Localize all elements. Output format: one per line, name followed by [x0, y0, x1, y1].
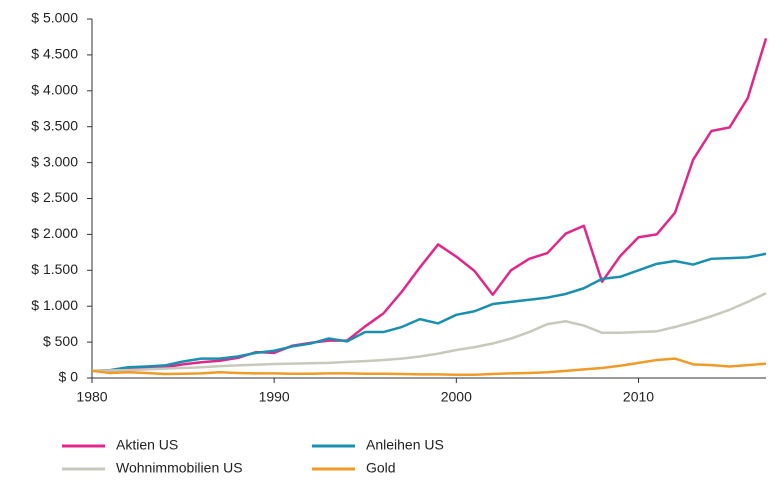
- x-tick-label: 2000: [441, 389, 472, 405]
- y-tick-label: $ 3.000: [31, 153, 78, 169]
- y-tick-label: $ 500: [43, 333, 78, 349]
- x-tick-label: 2010: [623, 389, 654, 405]
- y-tick-label: $ 2.500: [31, 189, 78, 205]
- series-line: [91, 38, 768, 373]
- legend-label: Anleihen US: [366, 437, 444, 453]
- y-tick-label: $ 5.000: [31, 10, 78, 26]
- y-tick-label: $ 4.000: [31, 82, 78, 98]
- y-tick-label: $ 3.500: [31, 117, 78, 133]
- x-tick-label: 1990: [259, 389, 290, 405]
- legend-label: Aktien US: [116, 437, 178, 453]
- y-tick-label: $ 4.500: [31, 46, 78, 62]
- y-tick-label: $ 2.000: [31, 225, 78, 241]
- series-line: [91, 357, 767, 377]
- y-tick-label: $ 0: [59, 369, 79, 385]
- series-line: [91, 292, 767, 373]
- x-tick-label: 1980: [76, 389, 107, 405]
- y-tick-label: $ 1.000: [31, 297, 78, 313]
- y-tick-label: $ 1.500: [31, 261, 78, 277]
- legend-label: Gold: [366, 460, 396, 476]
- series-line: [91, 252, 767, 373]
- legend-label: Wohnimmobilien US: [116, 460, 243, 476]
